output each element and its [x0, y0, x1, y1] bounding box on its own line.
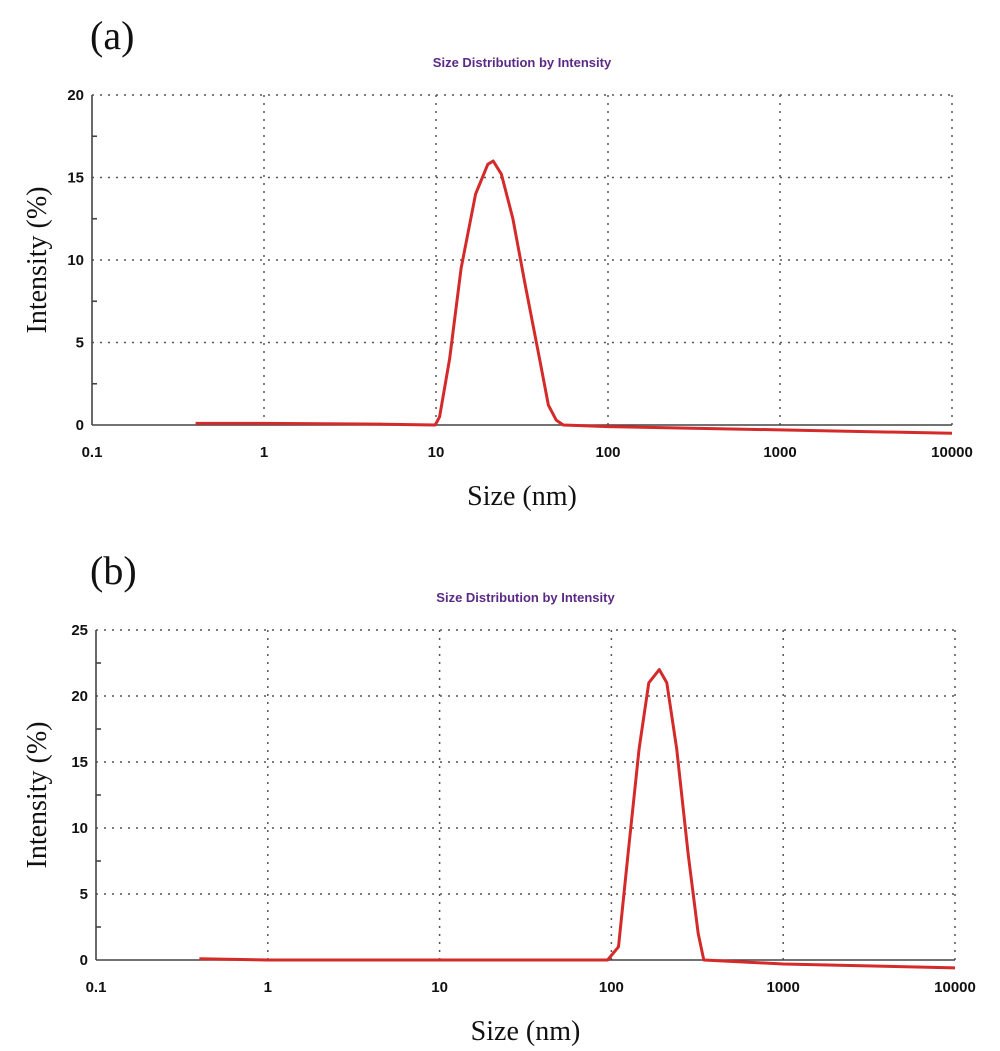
- y-tick-label: 15: [71, 754, 88, 771]
- x-tick-label: 100: [595, 444, 620, 461]
- panel-label: (b): [90, 548, 137, 593]
- x-tick-label: 10000: [931, 444, 973, 461]
- x-tick-label: 1000: [767, 979, 800, 996]
- x-tick-label: 100: [599, 979, 624, 996]
- chart-panel-b: (b) Size Distribution by Intensity 0.1 1 10…: [0, 535, 1000, 1051]
- y-tick-label: 10: [67, 252, 84, 269]
- series-line: [195, 159, 953, 435]
- y-tick-label: 5: [76, 335, 84, 352]
- y-tick-label: 0: [76, 417, 84, 434]
- chart-title: Size Distribution by Intensity: [433, 55, 612, 70]
- y-tick-label: 10: [71, 820, 88, 837]
- x-tick-label: 10: [428, 444, 445, 461]
- y-tick-label: 20: [71, 688, 88, 705]
- x-tick-label: 1000: [763, 444, 796, 461]
- series-line: [199, 668, 956, 970]
- panel-label: (a): [90, 13, 135, 58]
- x-tick-label: 10000: [934, 979, 976, 996]
- y-tick-label: 25: [71, 622, 88, 639]
- x-tick-label: 1: [260, 444, 268, 461]
- x-tick-label: 0.1: [86, 979, 107, 996]
- x-tick-label: 10: [431, 979, 448, 996]
- x-tick-label: 0.1: [82, 444, 103, 461]
- y-tick-label: 15: [67, 170, 84, 187]
- y-tick-label: 0: [80, 952, 88, 969]
- chart-title: Size Distribution by Intensity: [436, 590, 615, 605]
- y-tick-label: 20: [67, 87, 84, 104]
- x-tick-label: 1: [264, 979, 272, 996]
- y-axis-title: Intensity (%): [22, 187, 53, 334]
- y-tick-label: 5: [80, 886, 88, 903]
- x-axis-title: Size (nm): [471, 1016, 581, 1047]
- x-axis-title: Size (nm): [467, 481, 577, 512]
- chart-panel-a: (a) Size Distribution by Intensity 0.1 1 10…: [0, 0, 1000, 520]
- y-axis-title: Intensity (%): [22, 722, 53, 869]
